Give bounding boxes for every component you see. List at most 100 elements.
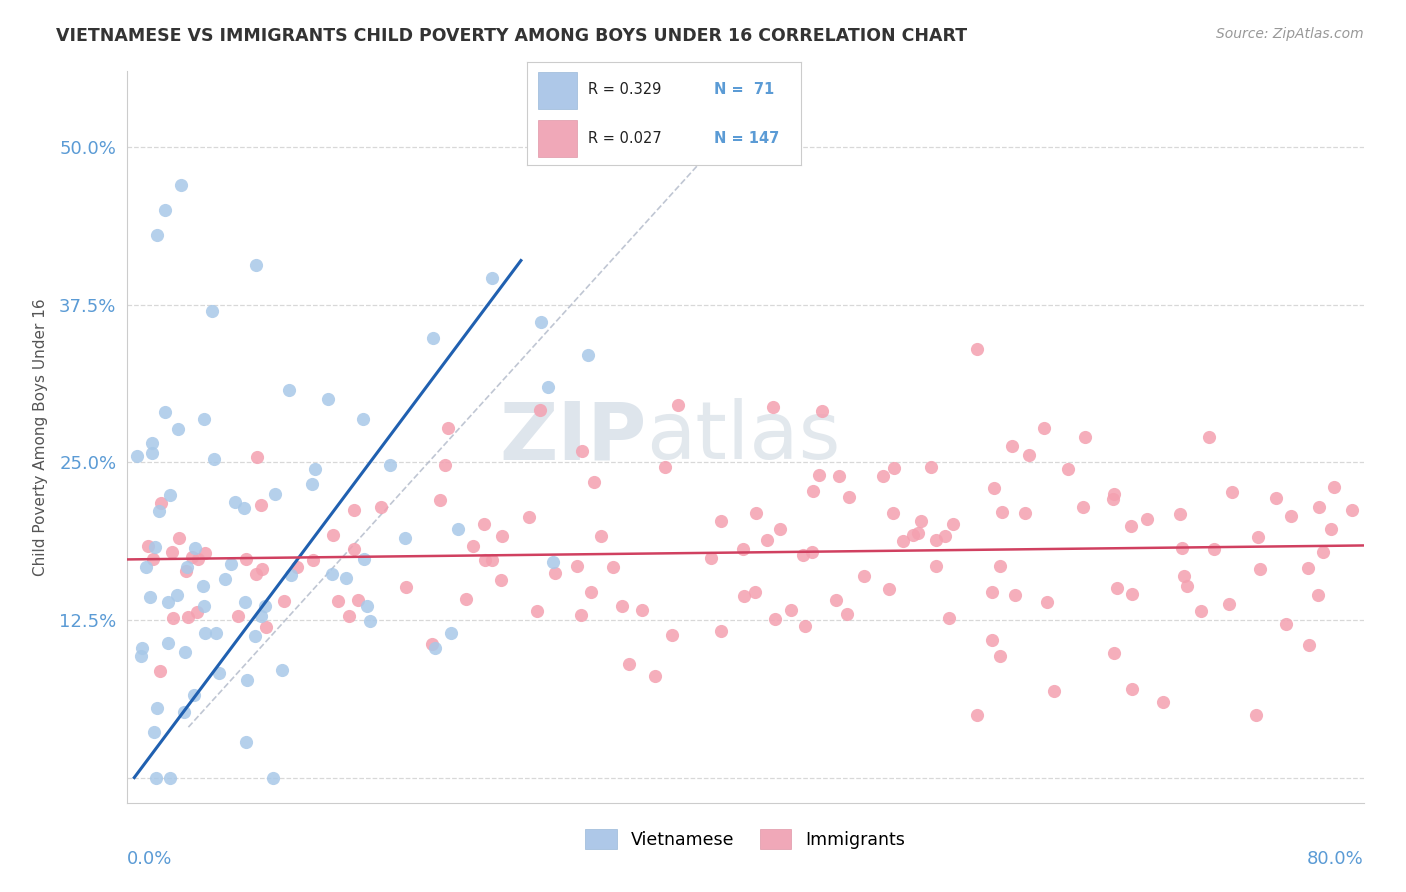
- Point: [1198, 430, 1220, 444]
- Point: [966, 707, 988, 722]
- Point: [1312, 545, 1334, 559]
- Text: R = 0.329: R = 0.329: [588, 82, 661, 97]
- Point: [254, 620, 277, 634]
- Point: [763, 612, 786, 626]
- Point: [250, 562, 273, 576]
- Point: [852, 569, 875, 583]
- Point: [907, 525, 929, 540]
- Point: [148, 504, 170, 518]
- Point: [801, 483, 824, 498]
- Point: [219, 558, 242, 572]
- Point: [176, 610, 198, 624]
- Point: [920, 460, 942, 475]
- Point: [1308, 589, 1330, 603]
- Text: atlas: atlas: [647, 398, 841, 476]
- Y-axis label: Child Poverty Among Boys Under 16: Child Poverty Among Boys Under 16: [34, 298, 48, 576]
- Point: [901, 527, 924, 541]
- Point: [304, 462, 326, 476]
- Point: [883, 460, 905, 475]
- Point: [491, 529, 513, 543]
- Point: [966, 342, 988, 356]
- Point: [981, 632, 1004, 647]
- Point: [254, 599, 277, 614]
- Point: [925, 559, 948, 574]
- Point: [153, 405, 177, 419]
- Point: [352, 411, 374, 425]
- Point: [187, 552, 209, 566]
- Point: [186, 605, 208, 619]
- Point: [1119, 519, 1142, 533]
- Point: [709, 514, 731, 528]
- Point: [666, 399, 689, 413]
- Point: [183, 689, 205, 703]
- Point: [166, 421, 188, 435]
- Point: [489, 574, 512, 588]
- Point: [825, 592, 848, 607]
- Point: [176, 560, 198, 574]
- Point: [263, 487, 285, 501]
- Point: [571, 444, 593, 458]
- Point: [233, 500, 256, 515]
- Point: [990, 505, 1012, 519]
- Point: [1202, 542, 1225, 557]
- Point: [710, 624, 733, 638]
- Point: [370, 500, 392, 514]
- Point: [436, 421, 458, 435]
- Point: [420, 637, 443, 651]
- Point: [249, 498, 271, 512]
- Point: [835, 607, 858, 621]
- Text: N = 147: N = 147: [714, 131, 779, 146]
- Point: [988, 558, 1011, 573]
- Point: [194, 626, 217, 640]
- Point: [745, 506, 768, 520]
- Point: [454, 592, 477, 607]
- Point: [565, 558, 588, 573]
- Point: [208, 666, 231, 681]
- Point: [394, 531, 416, 545]
- Point: [612, 599, 634, 613]
- Point: [174, 564, 197, 578]
- Point: [934, 529, 956, 543]
- Point: [322, 528, 344, 542]
- Point: [755, 533, 778, 547]
- Point: [141, 446, 163, 460]
- Legend: Vietnamese, Immigrants: Vietnamese, Immigrants: [578, 822, 912, 856]
- Point: [273, 594, 295, 608]
- Point: [169, 531, 191, 545]
- Text: R = 0.027: R = 0.027: [588, 131, 661, 146]
- Point: [135, 560, 157, 574]
- Point: [1279, 509, 1302, 524]
- Point: [422, 331, 444, 345]
- Point: [142, 552, 165, 566]
- Point: [328, 593, 350, 607]
- Point: [277, 383, 299, 397]
- Point: [794, 619, 817, 633]
- Point: [141, 435, 163, 450]
- Point: [481, 271, 503, 285]
- Point: [872, 468, 894, 483]
- Point: [1265, 491, 1288, 505]
- Text: N =  71: N = 71: [714, 82, 773, 97]
- Point: [891, 533, 914, 548]
- Point: [214, 573, 236, 587]
- Point: [250, 608, 273, 623]
- Point: [1004, 589, 1026, 603]
- Point: [1057, 462, 1080, 476]
- Point: [808, 467, 831, 482]
- Point: [1104, 646, 1126, 660]
- Point: [983, 481, 1005, 495]
- Point: [762, 401, 785, 415]
- Point: [359, 614, 381, 628]
- Point: [583, 475, 606, 489]
- Point: [356, 599, 378, 613]
- Point: [146, 228, 169, 243]
- Point: [811, 404, 834, 418]
- Point: [654, 459, 676, 474]
- Point: [447, 522, 470, 536]
- Point: [193, 412, 215, 426]
- Text: VIETNAMESE VS IMMIGRANTS CHILD POVERTY AMONG BOYS UNDER 16 CORRELATION CHART: VIETNAMESE VS IMMIGRANTS CHILD POVERTY A…: [56, 27, 967, 45]
- Point: [1244, 707, 1267, 722]
- Point: [792, 548, 814, 562]
- Point: [925, 533, 948, 547]
- Point: [1107, 581, 1129, 595]
